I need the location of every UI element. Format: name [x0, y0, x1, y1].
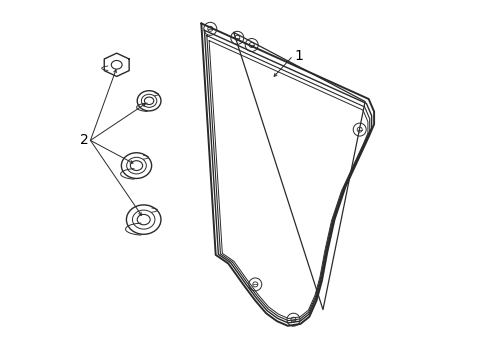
Text: 1: 1 [294, 49, 303, 63]
Text: 2: 2 [80, 134, 88, 147]
